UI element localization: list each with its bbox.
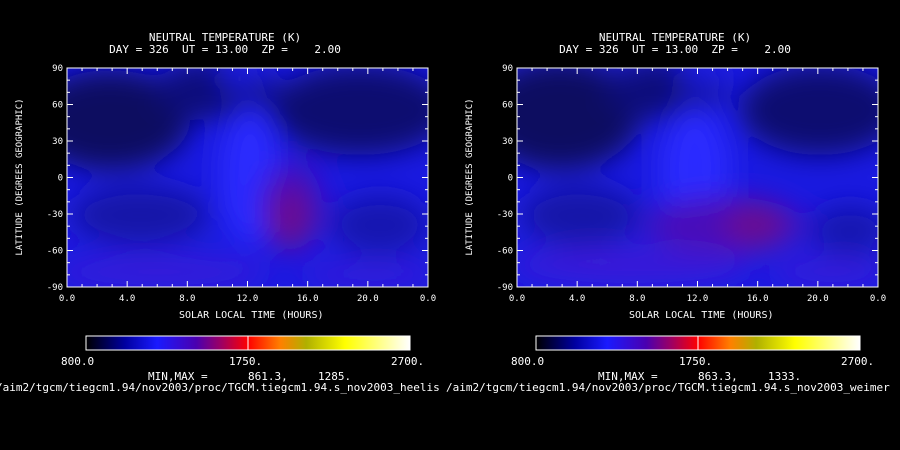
right-y-axis-label: LATITUDE (DEGREES GEOGRAPHIC) [465, 98, 475, 256]
left-y-axis-label: LATITUDE (DEGREES GEOGRAPHIC) [15, 98, 25, 256]
y-tick-label: -90 [47, 283, 63, 293]
y-tick-label: 90 [52, 64, 63, 74]
right-x-axis-label: SOLAR LOCAL TIME (HOURS) [629, 310, 774, 321]
x-tick-label: 20.0 [357, 294, 379, 304]
right-max-value: 1333. [768, 370, 802, 383]
x-tick-label: 12.0 [687, 294, 709, 304]
left-source-path: /aim2/tgcm/tiegcm1.94/nov2003/proc/TGCM.… [0, 381, 440, 394]
left-x-axis-label: SOLAR LOCAL TIME (HOURS) [179, 310, 324, 321]
left-chart-title: NEUTRAL TEMPERATURE (K) [148, 31, 302, 44]
right-colorbar-max-label: 2700. [841, 355, 875, 368]
right-source-path: /aim2/tgcm/tiegcm1.94/nov2003/proc/TGCM.… [446, 381, 890, 394]
x-tick-label: 0.0 [509, 294, 525, 304]
left-min-value: 861.3, [248, 370, 288, 383]
right-plot-panel: 0.0 4.0 8.0 12.0 16.0 20.0 0.0 90 60 30 0 -30 -60 -90… [450, 0, 900, 450]
y-tick-label: 60 [502, 101, 513, 111]
x-tick-label: 12.0 [237, 294, 259, 304]
y-tick-label: 30 [52, 137, 63, 147]
left-max-value: 1285. [318, 370, 352, 383]
right-colorbar-mid-label: 1750. [679, 355, 713, 368]
left-chart-subtitle: DAY = 326 UT = 13.00 ZP = 2.00 [109, 43, 341, 56]
left-minmax-label: MIN,MAX = [148, 370, 208, 383]
y-tick-label: -60 [47, 247, 63, 257]
left-colorbar-min-label: 800.0 [61, 355, 95, 368]
x-tick-label: 8.0 [629, 294, 645, 304]
x-tick-label: 16.0 [747, 294, 769, 304]
left-plot-panel: 0.0 4.0 8.0 12.0 16.0 20.0 0.0 90 60 30 0 -30 -60 -90… [15, 31, 436, 384]
right-min-value: 863.3, [698, 370, 738, 383]
x-tick-label: 4.0 [569, 294, 585, 304]
left-colorbar-mid-label: 1750. [229, 355, 263, 368]
left-axis-ticks: 0.0 4.0 8.0 12.0 16.0 20.0 0.0 90 60 30 0 -30 -60 -90 [47, 64, 436, 304]
x-tick-label: 0.0 [59, 294, 75, 304]
y-tick-label: -30 [497, 210, 513, 220]
x-tick-label: 16.0 [297, 294, 319, 304]
y-tick-label: 30 [502, 137, 513, 147]
right-chart-title: NEUTRAL TEMPERATURE (K) [598, 31, 752, 44]
right-colorbar-min-label: 800.0 [511, 355, 545, 368]
x-tick-label: 0.0 [870, 294, 886, 304]
right-minmax-label: MIN,MAX = [598, 370, 658, 383]
x-tick-label: 20.0 [807, 294, 829, 304]
left-heatmap [67, 68, 428, 287]
x-tick-label: 4.0 [119, 294, 135, 304]
y-tick-label: -30 [47, 210, 63, 220]
y-tick-label: -90 [497, 283, 513, 293]
x-tick-label: 8.0 [179, 294, 195, 304]
left-plot-svg: 0.0 4.0 8.0 12.0 16.0 20.0 0.0 90 60 30 0 -30 -60 -90 [47, 64, 436, 351]
right-heatmap [517, 68, 878, 287]
x-tick-label: 0.0 [420, 294, 436, 304]
y-tick-label: -60 [497, 247, 513, 257]
y-tick-label: 60 [52, 101, 63, 111]
y-tick-label: 90 [502, 64, 513, 74]
right-plot-svg: 0.0 4.0 8.0 12.0 16.0 20.0 0.0 90 60 30 0 -30 -60 -90 [497, 64, 886, 351]
left-colorbar-max-label: 2700. [391, 355, 425, 368]
y-tick-label: 0 [508, 174, 513, 184]
y-tick-label: 0 [58, 174, 63, 184]
right-axis-ticks: 0.0 4.0 8.0 12.0 16.0 20.0 0.0 90 60 30 0 -30 -60 -90 [497, 64, 886, 304]
right-chart-subtitle: DAY = 326 UT = 13.00 ZP = 2.00 [559, 43, 791, 56]
